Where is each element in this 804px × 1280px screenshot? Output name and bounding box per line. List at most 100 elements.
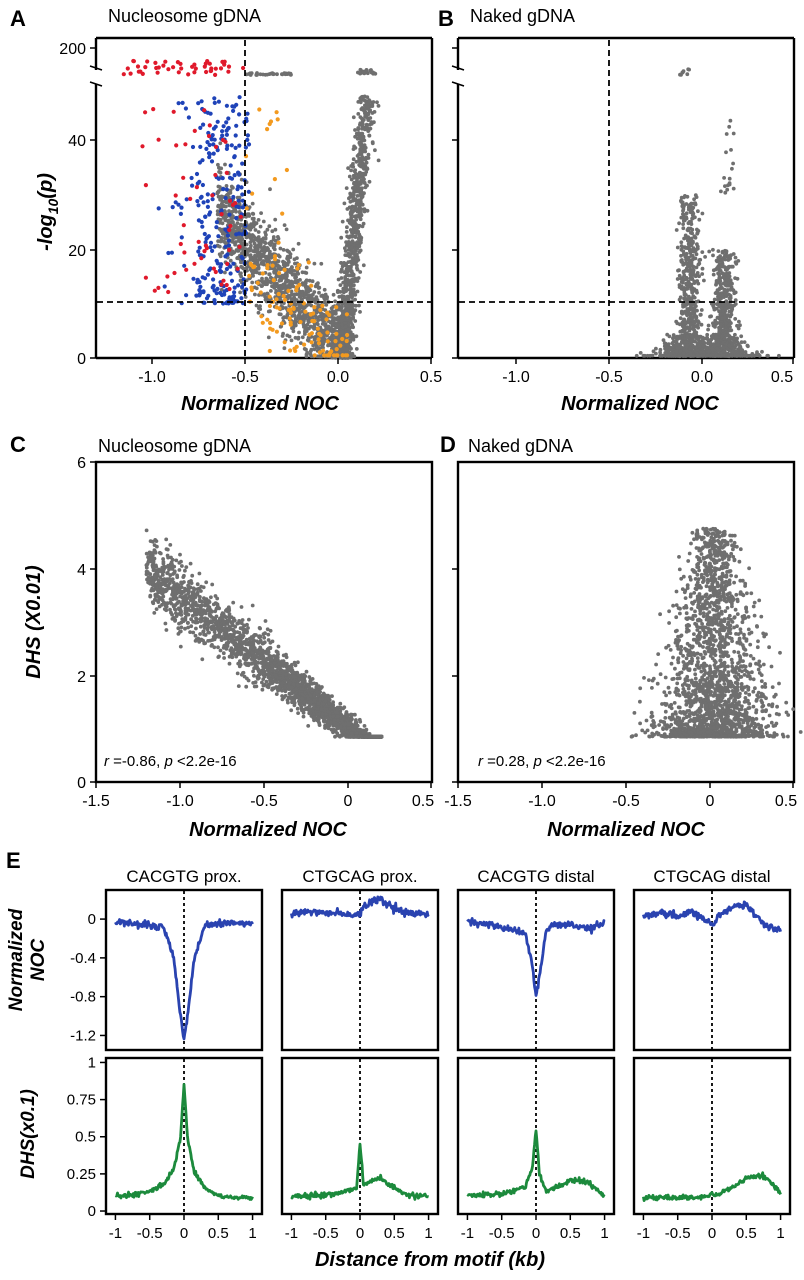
data-point-blue (229, 278, 235, 283)
data-point-gray (356, 131, 361, 135)
data-point-gray (711, 247, 715, 252)
data-point-gray (282, 260, 287, 265)
data-point-gray (235, 256, 240, 261)
data-point-gray (227, 661, 232, 666)
data-point-gray (286, 293, 291, 298)
data-point-gray (287, 334, 292, 339)
data-point-blue (205, 140, 210, 145)
data-point-gray (345, 343, 350, 348)
data-point-red (172, 270, 177, 276)
data-point-gray (367, 179, 372, 184)
data-point-gray (296, 241, 301, 246)
data-point-gray (355, 214, 360, 219)
data-point-gray (278, 246, 283, 251)
data-point-gray (662, 341, 667, 346)
data-point-gray (679, 199, 684, 204)
data-point-gray (293, 279, 298, 283)
data-point-red (143, 183, 148, 188)
data-point-gray (735, 336, 739, 341)
data-point-gray (223, 162, 227, 167)
data-point-gray (727, 176, 732, 181)
data-point-gray (358, 248, 363, 253)
data-point-red (202, 108, 207, 113)
data-point-gray (349, 206, 354, 210)
data-point-gray (696, 209, 700, 214)
data-point-gray (668, 351, 673, 356)
data-point-gray (291, 329, 296, 334)
data-point-orange (274, 329, 279, 334)
data-point-gray (254, 303, 259, 308)
data-point-red (213, 66, 218, 71)
data-point-gray (256, 239, 260, 243)
data-point-red (196, 239, 201, 244)
x-tick-label: 0.5 (420, 369, 442, 386)
data-point-gray (253, 228, 258, 232)
data-point-orange (247, 273, 252, 278)
data-point-gray (250, 238, 254, 243)
data-point-orange (294, 285, 299, 290)
data-point-gray (267, 224, 272, 229)
data-point-gray (287, 250, 291, 254)
data-point-gray (683, 233, 688, 238)
data-point-red (211, 266, 216, 271)
data-point-gray (216, 162, 220, 167)
data-point-gray (685, 72, 690, 77)
data-point-gray (282, 71, 287, 75)
data-point-gray (645, 353, 650, 358)
data-point-orange (308, 312, 313, 317)
data-point-gray (718, 282, 723, 287)
data-point-gray (700, 266, 705, 271)
x-axis-title-a: Normalized NOC (181, 393, 339, 415)
data-point-red (152, 288, 157, 293)
data-point-orange (292, 346, 297, 351)
data-point-gray (215, 191, 220, 196)
data-point-red (156, 285, 161, 290)
title-b: Naked gDNA (470, 6, 575, 26)
data-point-gray (371, 70, 375, 75)
panel-label-b: B (438, 6, 454, 31)
data-point-gray (354, 182, 358, 186)
data-point-gray (734, 343, 738, 348)
data-point-gray (273, 227, 278, 232)
data-point-gray (312, 261, 317, 266)
data-point-gray (259, 260, 264, 265)
data-point-blue (211, 277, 216, 282)
data-point-gray (304, 265, 309, 270)
data-point-gray (710, 347, 715, 352)
data-point-gray (354, 159, 359, 164)
data-point-gray (259, 211, 263, 216)
data-point-gray (348, 211, 353, 216)
data-point-gray (343, 253, 348, 257)
data-point-gray (343, 324, 348, 329)
data-point-gray (676, 345, 681, 350)
data-point-blue (194, 171, 200, 177)
data-point-gray (254, 248, 259, 252)
data-point-gray (692, 295, 697, 300)
data-point-gray (358, 99, 362, 104)
data-point-blue (212, 298, 217, 303)
data-point-blue (196, 203, 201, 208)
data-point-orange (345, 332, 350, 338)
data-point-gray (681, 69, 686, 74)
data-point-blue (209, 137, 214, 142)
data-point-gray (364, 69, 369, 74)
data-point-red (181, 175, 186, 180)
data-point-gray (351, 243, 356, 248)
data-point-gray (342, 280, 347, 285)
data-point-blue (200, 182, 205, 188)
data-point-gray (281, 283, 286, 288)
data-point-gray (681, 208, 685, 213)
data-point-gray (689, 334, 694, 338)
data-point-gray (264, 278, 268, 283)
data-point-gray (365, 208, 370, 213)
data-point-red (145, 59, 150, 64)
data-point-gray (680, 204, 685, 209)
data-point-gray (342, 289, 346, 293)
data-point-orange (274, 305, 279, 310)
data-point-gray (691, 201, 696, 206)
data-point-gray (304, 354, 309, 359)
data-point-gray (293, 275, 297, 280)
data-point-gray (353, 175, 358, 180)
data-point-gray (766, 353, 770, 358)
